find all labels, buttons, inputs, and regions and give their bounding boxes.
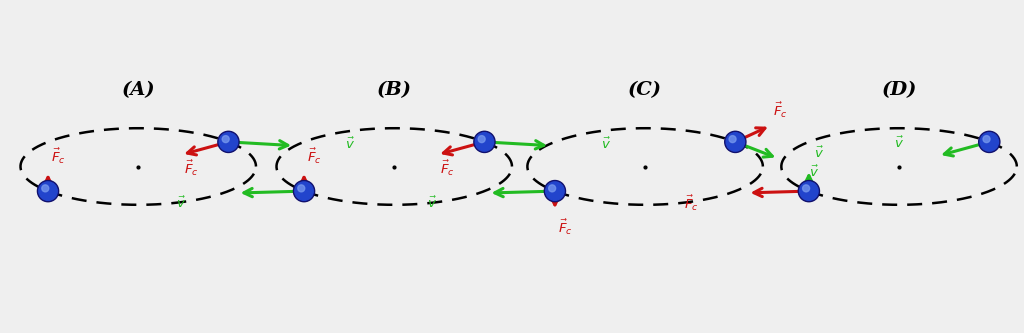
Circle shape <box>39 182 57 200</box>
Text: $\vec{F}_c$: $\vec{F}_c$ <box>184 159 199 178</box>
Text: (B): (B) <box>377 82 412 100</box>
Circle shape <box>298 185 305 192</box>
Text: $\vec{v}$: $\vec{v}$ <box>427 195 437 211</box>
Circle shape <box>800 182 818 200</box>
Circle shape <box>803 185 810 192</box>
Circle shape <box>38 180 58 202</box>
Circle shape <box>979 131 999 153</box>
Circle shape <box>726 133 744 151</box>
Text: $\vec{v}$: $\vec{v}$ <box>176 195 186 211</box>
Text: $\vec{F}_c$: $\vec{F}_c$ <box>558 217 572 237</box>
Circle shape <box>545 180 565 202</box>
Text: $\vec{v}$: $\vec{v}$ <box>601 136 611 152</box>
Circle shape <box>549 185 556 192</box>
Circle shape <box>980 133 998 151</box>
Circle shape <box>725 131 745 153</box>
Circle shape <box>222 136 229 143</box>
Circle shape <box>42 185 49 192</box>
Circle shape <box>478 136 485 143</box>
Circle shape <box>983 136 990 143</box>
Text: $\vec{F}_c$: $\vec{F}_c$ <box>773 101 788 120</box>
Text: $\vec{v}$: $\vec{v}$ <box>894 136 904 151</box>
Circle shape <box>475 133 494 151</box>
Text: $\vec{v}$: $\vec{v}$ <box>345 136 355 152</box>
Circle shape <box>546 182 564 200</box>
Text: (C): (C) <box>628 82 663 100</box>
Text: (A): (A) <box>122 82 155 100</box>
Circle shape <box>295 182 313 200</box>
Text: $\vec{F}_c$: $\vec{F}_c$ <box>684 193 698 212</box>
Circle shape <box>474 131 495 153</box>
Text: $\vec{F}_c$: $\vec{F}_c$ <box>440 159 455 178</box>
Circle shape <box>799 180 819 202</box>
Text: $\vec{v}$: $\vec{v}$ <box>814 146 824 161</box>
Text: (D): (D) <box>882 82 916 100</box>
Circle shape <box>729 136 736 143</box>
Text: $\vec{F}_c$: $\vec{F}_c$ <box>307 147 322 166</box>
Circle shape <box>219 133 238 151</box>
Text: $\vec{F}_c$: $\vec{F}_c$ <box>51 147 66 166</box>
Circle shape <box>294 180 314 202</box>
Text: $\vec{v}$: $\vec{v}$ <box>809 165 819 180</box>
Circle shape <box>218 131 239 153</box>
